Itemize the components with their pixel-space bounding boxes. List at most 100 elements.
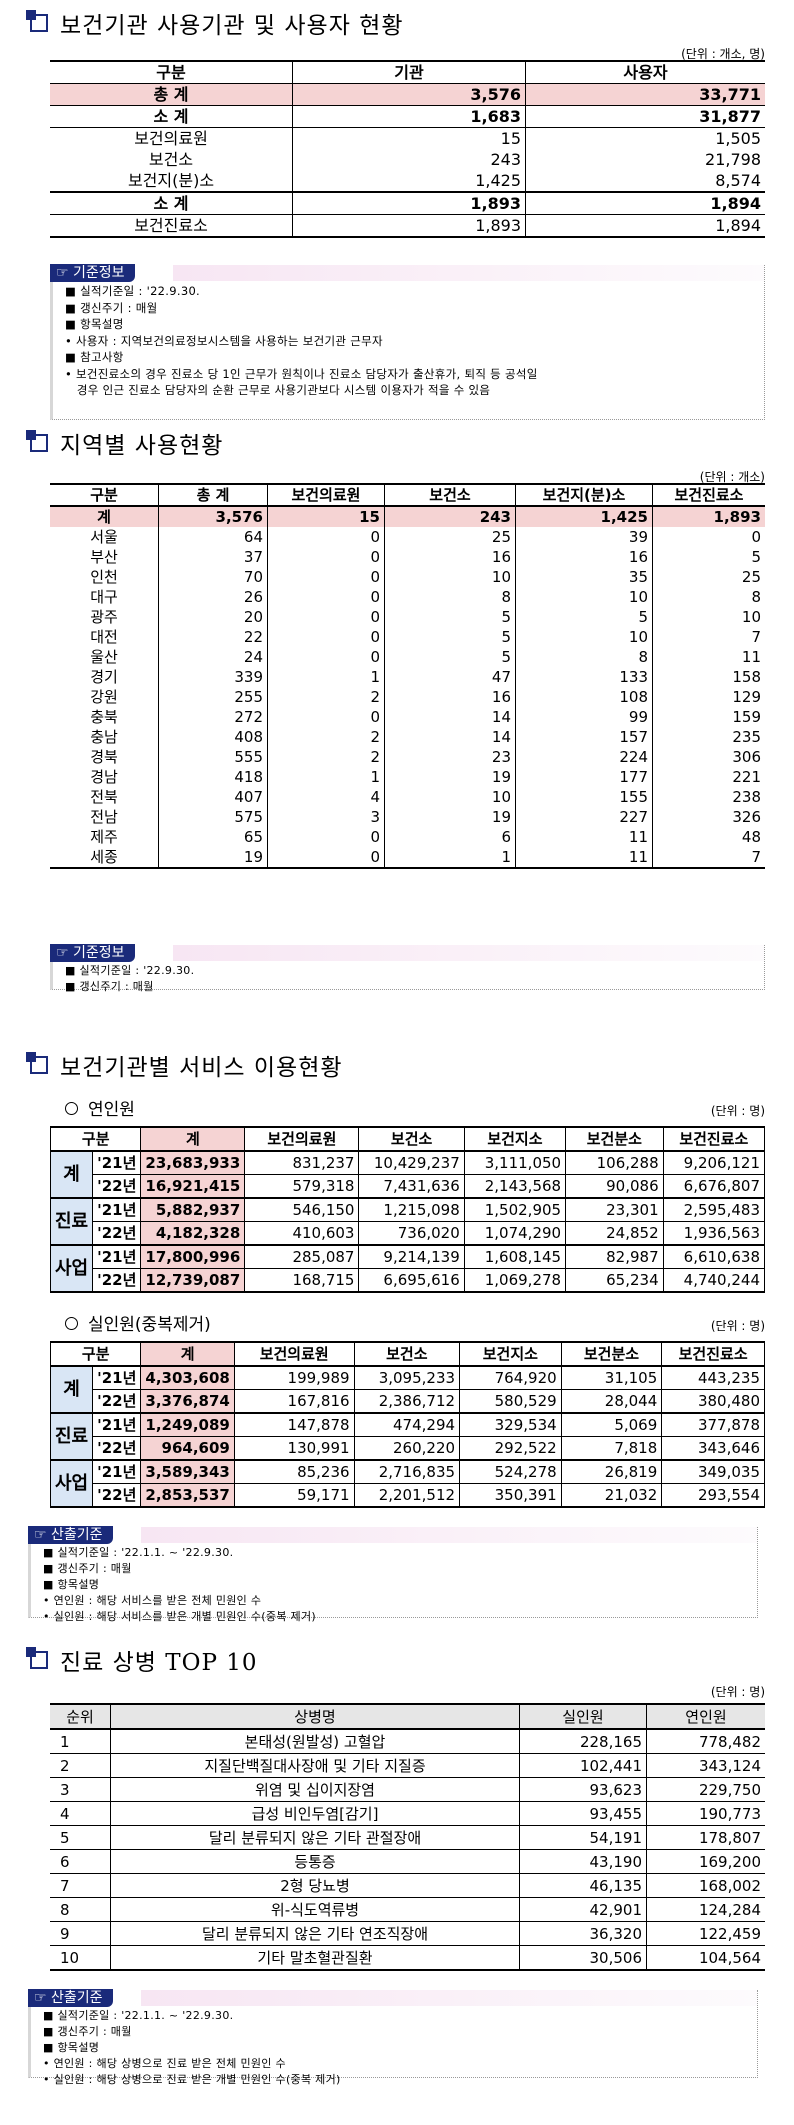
- cell-value: 410,603: [244, 1221, 360, 1246]
- table-row: 전북 407 4 10 155 238: [50, 787, 765, 807]
- visits-unique-table: 구분 계 보건의료원 보건소 보건지소 보건분소 보건진료소 계 '21년 4,303,608 19…: [49, 1341, 765, 1508]
- cell-value: 65,234: [565, 1268, 664, 1293]
- cell-value: 25: [652, 567, 765, 587]
- table-row: 보건지(분)소 1,425 8,574: [50, 170, 765, 192]
- cell-value: 5,882,937: [140, 1197, 246, 1222]
- cell-value: 235: [652, 727, 765, 747]
- header-cell: 상병명: [110, 1704, 520, 1730]
- cell-value: 168,002: [646, 1873, 765, 1898]
- header-cell: 보건소: [358, 1126, 465, 1152]
- cell-value: 5: [384, 647, 516, 667]
- cell-value: 1: [267, 767, 385, 787]
- cell-value: 93,455: [519, 1801, 647, 1826]
- disease-name: 기타 말초혈관질환: [110, 1945, 520, 1971]
- cell-value: 243: [292, 149, 526, 170]
- cell-value: 23,301: [565, 1197, 664, 1222]
- cell-value: 99: [515, 707, 653, 727]
- table-row: 6 등통증 43,190 169,200: [50, 1849, 765, 1874]
- cell-value: 1,074,290: [463, 1221, 567, 1246]
- row-label: 보건지(분)소: [127, 171, 215, 190]
- cell-value: 3,576: [158, 506, 268, 527]
- cell-value: 21,798: [525, 149, 765, 170]
- info-label: ☞ 기준정보: [50, 944, 135, 962]
- group-label: 사업: [49, 1244, 94, 1293]
- cell-value: 292,522: [459, 1436, 562, 1461]
- cell-value: 10: [384, 787, 516, 807]
- year-label: '22년: [92, 1268, 142, 1293]
- cell-value: 228,165: [519, 1729, 647, 1754]
- info-line: ■ 갱신주기 : 매월: [65, 980, 154, 993]
- header-cell: 보건소: [384, 484, 516, 507]
- table-header-row: 순위 상병명 실인원 연인원: [50, 1704, 765, 1730]
- table-row: 보건의료원 15 1,505: [50, 127, 765, 149]
- cell-value: 1,894: [525, 214, 765, 237]
- info-line: • 연인원 : 해당 상병으로 진료 받은 전체 민원인 수: [43, 2057, 286, 2070]
- institution-user-table: 구분 기관 사용자 총 계 3,576 33,771 소 계 1,683 31,…: [50, 60, 765, 238]
- table-row: 10 기타 말초혈관질환 30,506 104,564: [50, 1945, 765, 1971]
- cell-value: 133: [515, 667, 653, 687]
- cell-value: 104,564: [646, 1945, 765, 1971]
- table-row: 경북 555 2 23 224 306: [50, 747, 765, 767]
- cell-value: 1,249,089: [140, 1412, 235, 1437]
- cell-value: 7,431,636: [358, 1174, 465, 1199]
- header-cell: 총 계: [158, 484, 268, 507]
- info-box: ☞ 기준정보 ■ 실적기준일 : '22.9.30. ■ 갱신주기 : 매월: [50, 944, 765, 993]
- table-row: 대전 22 0 5 10 7: [50, 627, 765, 647]
- rank: 2: [50, 1753, 111, 1778]
- section-title-top10: 진료 상병 TOP 10: [26, 1645, 258, 1676]
- cell-value: 130,991: [233, 1436, 355, 1461]
- cell-value: 106,288: [565, 1150, 664, 1175]
- cell-value: 474,294: [353, 1412, 461, 1437]
- cell-value: 377,878: [661, 1412, 765, 1437]
- cell-value: 10,429,237: [358, 1150, 465, 1175]
- cell-value: 33,771: [525, 83, 765, 106]
- table-row: 4 급성 비인두염[감기] 93,455 190,773: [50, 1801, 765, 1826]
- cell-value: 418: [158, 767, 268, 787]
- cell-value: 155: [515, 787, 653, 807]
- cell-value: 380,480: [661, 1389, 765, 1414]
- cell-value: 1,215,098: [358, 1197, 465, 1222]
- unit-label: (단위 : 명): [710, 1104, 765, 1118]
- table-row: 경기 339 1 47 133 158: [50, 667, 765, 687]
- table-row: 부산 37 0 16 16 5: [50, 547, 765, 567]
- table-row: '22년 4,182,328 410,603 736,020 1,074,290 24,8…: [51, 1221, 766, 1246]
- cell-value: 177: [515, 767, 653, 787]
- row-label: 보건소: [148, 150, 194, 169]
- cell-value: 159: [652, 707, 765, 727]
- header-cell: 보건지(분)소: [515, 484, 653, 507]
- cell-value: 24: [158, 647, 268, 667]
- cell-value: 54,191: [519, 1825, 647, 1850]
- info-line: ■ 실적기준일 : '22.1.1. ~ '22.9.30.: [43, 1546, 234, 1559]
- table-row: 계 '21년 23,683,933 831,237 10,429,237 3,111,05…: [49, 1150, 766, 1199]
- cell-value: 2,143,568: [463, 1174, 567, 1199]
- cell-value: 12,739,087: [140, 1268, 246, 1293]
- cell-value: 2,716,835: [353, 1459, 461, 1484]
- cell-value: 31,105: [560, 1365, 663, 1390]
- cell-value: 221: [652, 767, 765, 787]
- cell-value: 6: [384, 827, 516, 847]
- cell-value: 2: [267, 727, 385, 747]
- info-line: ■ 실적기준일 : '22.9.30.: [65, 284, 201, 298]
- info-box: ☞ 산출기준 ■ 실적기준일 : '22.1.1. ~ '22.9.30. ■ …: [28, 1526, 758, 1623]
- table-row: 7 2형 당뇨병 46,135 168,002: [50, 1873, 765, 1898]
- section-title-service: 보건기관별 서비스 이용현황: [26, 1050, 343, 1081]
- cell-value: 306: [652, 747, 765, 767]
- table-header-row: 구분 기관 사용자: [50, 61, 765, 84]
- cell-value: 36,320: [519, 1921, 647, 1946]
- cell-value: 147,878: [233, 1412, 355, 1437]
- cell-value: 1,893: [292, 214, 526, 237]
- table-header-row: 구분 계 보건의료원 보건소 보건지소 보건분소 보건진료소: [49, 1341, 765, 1367]
- cell-value: 0: [267, 827, 385, 847]
- cell-value: 1: [267, 667, 385, 687]
- cell-value: 9,214,139: [358, 1244, 465, 1269]
- info-line: ■ 갱신주기 : 매월: [43, 2025, 132, 2038]
- table-row-total: 계 3,576 15 243 1,425 1,893: [50, 506, 765, 527]
- year-label: '22년: [92, 1174, 142, 1199]
- cell-value: 238: [652, 787, 765, 807]
- cell-value: 0: [267, 627, 385, 647]
- cell-value: 43,190: [519, 1849, 647, 1874]
- unit-label: (단위 : 명): [710, 1685, 765, 1699]
- table-row: 보건소 243 21,798: [50, 149, 765, 170]
- cell-value: 4,182,328: [140, 1221, 246, 1246]
- cell-value: 22: [158, 627, 268, 647]
